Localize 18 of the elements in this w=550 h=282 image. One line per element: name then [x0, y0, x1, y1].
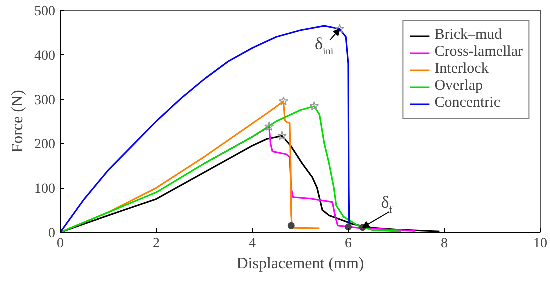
- x-tick-label: 2: [153, 236, 160, 252]
- x-tick-label: 8: [441, 236, 448, 252]
- y-tick-label: 300: [34, 93, 56, 108]
- legend-label: Brick–mud: [434, 27, 502, 44]
- y-tick-label: 100: [34, 182, 56, 198]
- legend-label: Cross-lamellar: [434, 44, 523, 61]
- y-tick-label: 500: [34, 4, 56, 20]
- x-tick-label: 4: [249, 236, 256, 252]
- y-axis-title: Force (N): [10, 90, 26, 153]
- y-tick-label: 0: [48, 226, 56, 242]
- x-tick-label: 10: [534, 236, 548, 252]
- x-tick-label: 6: [345, 236, 352, 252]
- legend-label: Overlap: [434, 78, 483, 95]
- x-axis-title: Displacement (mm): [236, 256, 364, 272]
- legend-label: Interlock: [434, 61, 489, 78]
- y-tick-label: 400: [34, 48, 56, 64]
- y-tick-label: 200: [34, 138, 56, 153]
- legend-label: Concentric: [434, 95, 500, 112]
